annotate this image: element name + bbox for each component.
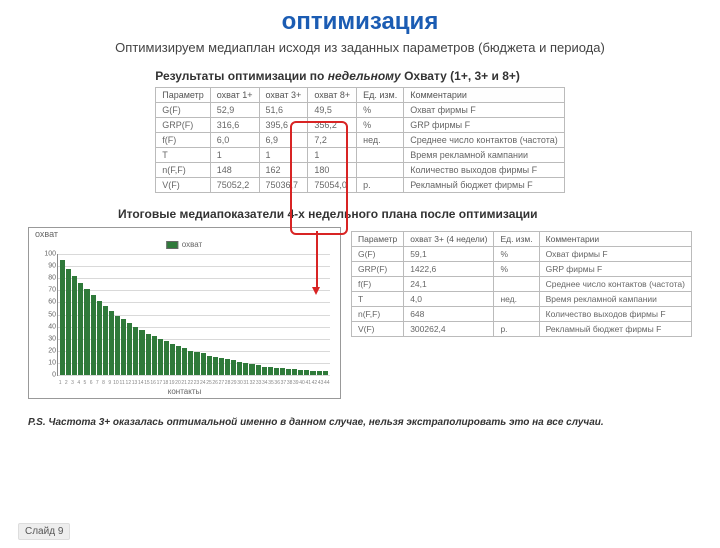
chart-title: охват [35, 229, 58, 239]
chart-legend: охват [167, 240, 202, 249]
arrow-line [316, 231, 318, 289]
results-table: Параметрохват 1+охват 3+охват 8+Ед. изм.… [155, 87, 565, 193]
col-header: Ед. изм. [494, 232, 539, 247]
col-header: Ед. изм. [357, 88, 404, 103]
col-header: Параметр [156, 88, 211, 103]
table-row: T111Время рекламной кампании [156, 148, 565, 163]
table-row: G(F)52,951,649,5%Охват фирмы F [156, 103, 565, 118]
col-header: охват 3+ (4 недели) [404, 232, 494, 247]
col-header: охват 3+ [259, 88, 308, 103]
footnote: P.S. Частота 3+ оказалась оптимальной им… [0, 417, 720, 428]
table-row: n(F,F)648Количество выходов фирмы F [351, 307, 691, 322]
page-subtitle: Оптимизируем медиаплан исходя из заданны… [0, 40, 720, 55]
col-header: Комментарии [404, 88, 565, 103]
table-row: GRP(F)1422,6%GRP фирмы F [351, 262, 691, 277]
table-row: f(F)6,06,97,2нед.Среднее число контактов… [156, 133, 565, 148]
reach-chart: охват охват 0102030405060708090100 12345… [28, 227, 341, 399]
col-header: Параметр [351, 232, 403, 247]
chart-xlabel: контакты [168, 387, 201, 396]
slide-number: Слайд 9 [18, 523, 70, 540]
table-row: T4,0нед.Время рекламной кампании [351, 292, 691, 307]
table-row: GRP(F)316,6395,6356,2%GRP фирмы F [156, 118, 565, 133]
arrow-head-icon [312, 287, 320, 295]
table-row: f(F)24,1Среднее число контактов (частота… [351, 277, 691, 292]
table-row: V(F)75052,275036,775054,0р.Рекламный бюд… [156, 178, 565, 193]
table-row: G(F)59,1%Охват фирмы F [351, 247, 691, 262]
col-header: охват 1+ [210, 88, 259, 103]
section1-label: Результаты оптимизации по недельному Охв… [155, 69, 565, 83]
table-row: V(F)300262,4р.Рекламный бюджет фирмы F [351, 322, 691, 337]
col-header: Комментарии [539, 232, 691, 247]
page-title: оптимизация [0, 8, 720, 36]
summary-table: Параметрохват 3+ (4 недели)Ед. изм.Комме… [351, 231, 692, 337]
section2-label: Итоговые медиапоказатели 4-х недельного … [118, 207, 692, 221]
table-row: n(F,F)148162180Количество выходов фирмы … [156, 163, 565, 178]
col-header: охват 8+ [308, 88, 357, 103]
